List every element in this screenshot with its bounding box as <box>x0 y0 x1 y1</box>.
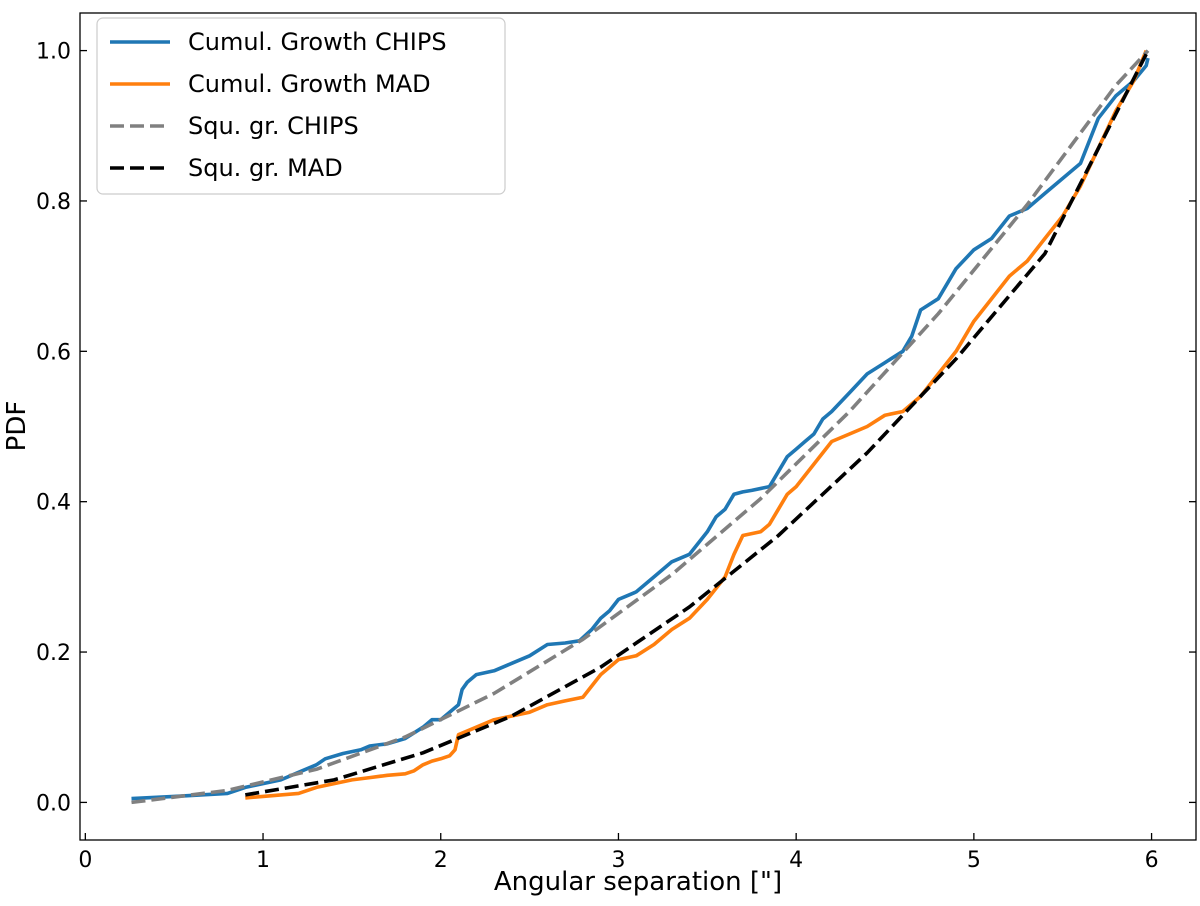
x-tick-label-0: 0 <box>78 848 92 873</box>
legend: Cumul. Growth CHIPS Cumul. Growth MAD Squ.… <box>96 17 506 195</box>
y-tick-label-0.4: 0.4 <box>36 491 71 516</box>
legend-items: Cumul. Growth CHIPS Cumul. Growth MAD Squ.… <box>110 28 447 182</box>
x-tick-label-4: 4 <box>789 848 803 873</box>
y-tick-label-0.6: 0.6 <box>36 340 71 365</box>
legend-label-cumul-growth-chips: Cumul. Growth CHIPS <box>188 28 447 56</box>
y-tick-label-0.8: 0.8 <box>36 190 71 215</box>
x-tick-label-6: 6 <box>1145 848 1159 873</box>
legend-label-squ-gr-mad: Squ. gr. MAD <box>188 154 343 182</box>
y-axis-label: PDF <box>2 401 32 452</box>
legend-label-cumul-growth-mad: Cumul. Growth MAD <box>188 70 431 98</box>
series-line-cumul-growth-mad <box>245 49 1148 800</box>
series-layer <box>131 49 1150 805</box>
y-tick-label-0.0: 0.0 <box>36 791 71 816</box>
x-tick-label-5: 5 <box>967 848 981 873</box>
x-axis-label: Angular separation ["] <box>494 867 782 897</box>
x-tick-label-1: 1 <box>256 848 270 873</box>
x-tick-label-2: 2 <box>434 848 448 873</box>
tick-layer: 0 1 2 3 4 5 6 0.0 0.2 0.4 0.6 0.8 1.0 <box>36 40 1196 873</box>
legend-frame <box>96 17 506 195</box>
y-tick-label-0.2: 0.2 <box>36 641 71 666</box>
x-tick-label-3: 3 <box>611 848 625 873</box>
y-tick-label-1.0: 1.0 <box>36 40 71 65</box>
series-line-squ-gr-mad <box>245 49 1150 797</box>
series-line-squ-gr-chips <box>131 49 1150 805</box>
legend-label-squ-gr-chips: Squ. gr. CHIPS <box>188 112 359 140</box>
